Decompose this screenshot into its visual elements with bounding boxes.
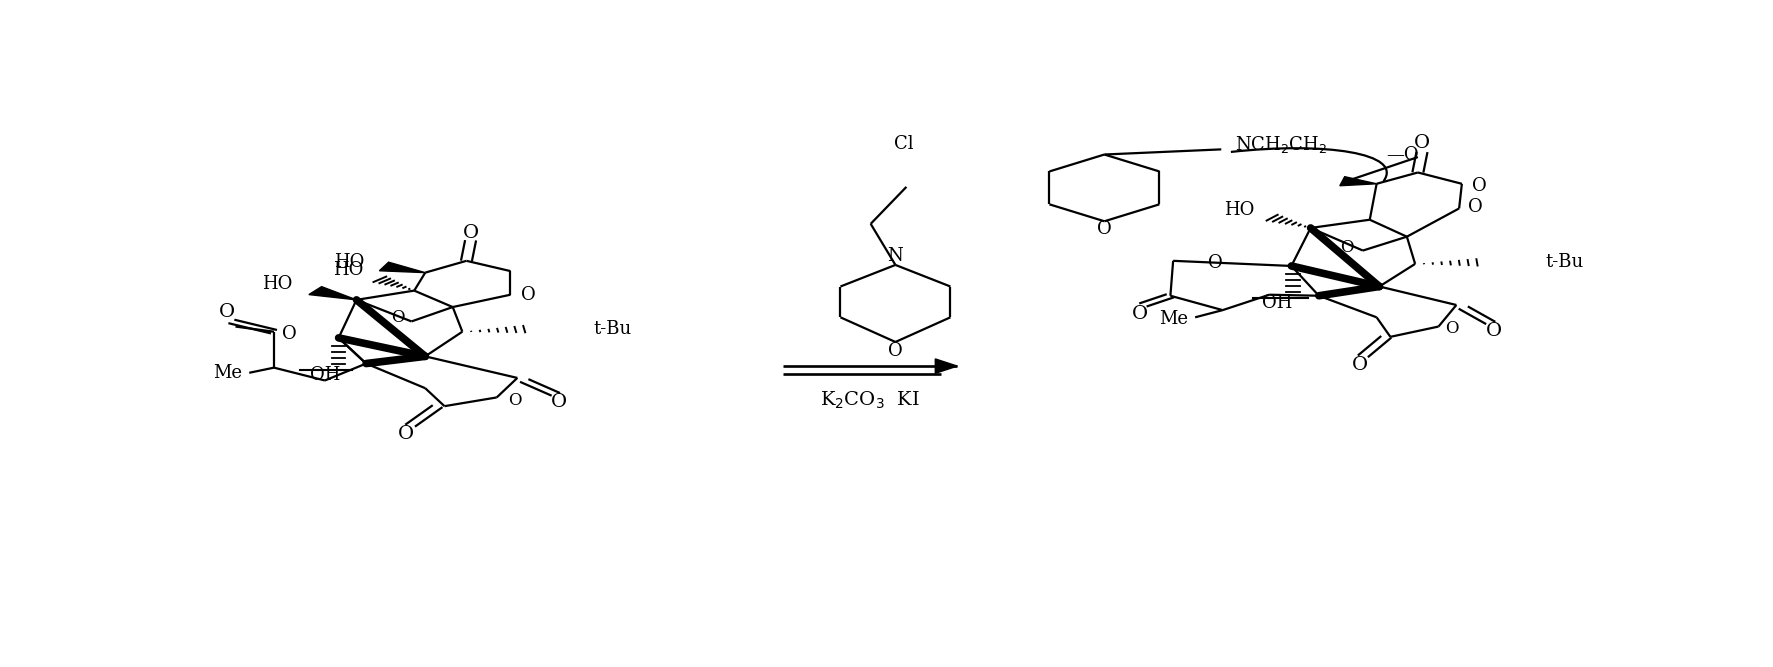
Text: OH: OH bbox=[1262, 294, 1293, 312]
Text: HO: HO bbox=[261, 275, 293, 293]
Text: N: N bbox=[886, 247, 902, 265]
Text: O: O bbox=[1351, 356, 1367, 374]
Text: t-Bu: t-Bu bbox=[592, 320, 631, 338]
Text: O: O bbox=[397, 426, 413, 444]
Text: K$_2$CO$_3$  KI: K$_2$CO$_3$ KI bbox=[819, 390, 920, 411]
Polygon shape bbox=[1339, 177, 1376, 185]
Text: O: O bbox=[550, 393, 566, 411]
Text: O: O bbox=[390, 309, 404, 325]
Text: —O: —O bbox=[1385, 145, 1418, 163]
Text: O: O bbox=[1484, 321, 1500, 340]
Text: O: O bbox=[521, 285, 535, 303]
Text: O: O bbox=[463, 223, 479, 241]
Polygon shape bbox=[309, 287, 356, 300]
Text: O: O bbox=[507, 392, 521, 408]
Text: Cl: Cl bbox=[894, 135, 913, 153]
Text: O: O bbox=[1472, 177, 1486, 195]
Text: Me: Me bbox=[213, 364, 243, 382]
Polygon shape bbox=[379, 262, 426, 273]
Text: O: O bbox=[1131, 305, 1147, 323]
Text: HO: HO bbox=[333, 261, 363, 279]
Text: Me: Me bbox=[1158, 310, 1188, 328]
Text: O: O bbox=[1445, 319, 1457, 337]
Text: O: O bbox=[220, 303, 236, 321]
Text: O: O bbox=[1339, 239, 1353, 257]
Text: O: O bbox=[888, 342, 902, 360]
Text: O: O bbox=[1468, 198, 1482, 216]
Text: NCH$_2$CH$_2$: NCH$_2$CH$_2$ bbox=[1234, 134, 1326, 155]
Text: O: O bbox=[1207, 254, 1222, 272]
Text: OH: OH bbox=[310, 366, 340, 384]
Text: t-Bu: t-Bu bbox=[1544, 253, 1583, 271]
Text: HO: HO bbox=[1223, 201, 1254, 219]
Text: O: O bbox=[1096, 221, 1112, 239]
Polygon shape bbox=[934, 359, 957, 374]
Text: HO: HO bbox=[335, 253, 365, 271]
Text: O: O bbox=[1413, 134, 1429, 152]
Text: O: O bbox=[282, 325, 298, 343]
